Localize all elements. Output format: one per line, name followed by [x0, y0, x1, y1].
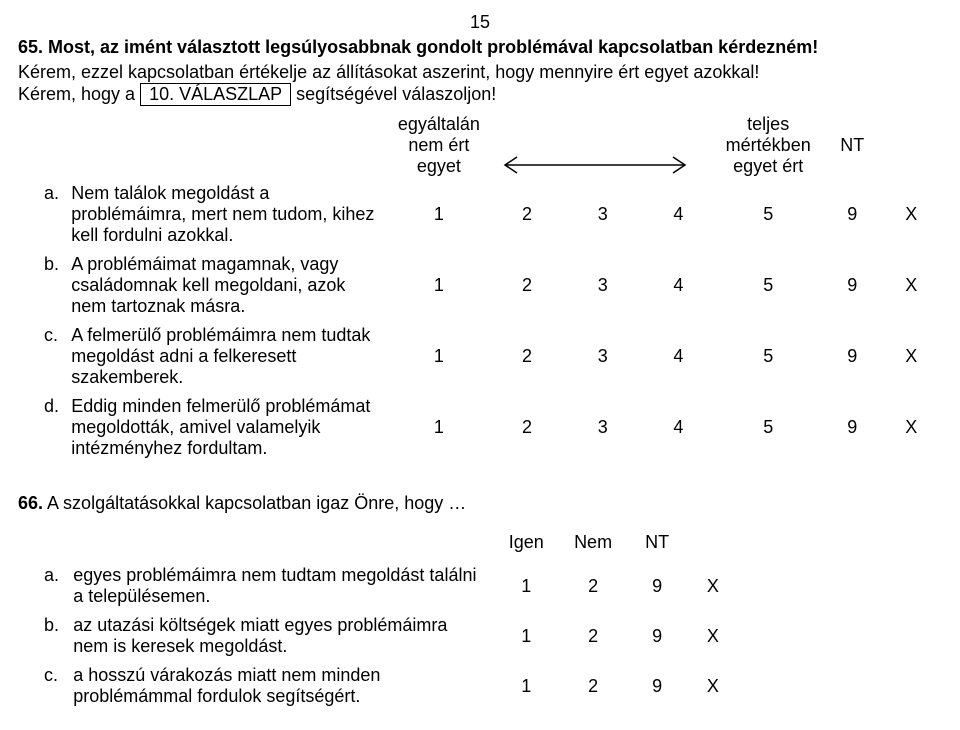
q66-row-letter: c. — [18, 661, 69, 711]
q66-cell: 9 — [627, 661, 688, 711]
q65-cell: 4 — [641, 179, 717, 250]
q66-cell: 9 — [627, 611, 688, 661]
q65-cell: 4 — [641, 321, 717, 392]
q65-line2: Kérem, ezzel kapcsolatban értékelje az á… — [18, 62, 942, 83]
q65-row-letter: c. — [18, 321, 67, 392]
q66-cell: 2 — [560, 611, 627, 661]
q65-cell: 5 — [716, 321, 820, 392]
q65-scale-right: teljes mértékben egyet ért — [716, 112, 820, 179]
q65-row-letter: b. — [18, 250, 67, 321]
q65-answercard-box: 10. VÁLASZLAP — [140, 83, 291, 106]
q66-cell: 2 — [560, 661, 627, 711]
q66-row-letter: b. — [18, 611, 69, 661]
q66-row-text: az utazási költségek miatt egyes problém… — [69, 611, 493, 661]
q65-cell: 1 — [389, 179, 490, 250]
q65-row-text: Nem találok megoldást a problémáimra, me… — [67, 179, 388, 250]
q65-cell: 5 — [716, 179, 820, 250]
q66-row-text: a hosszú várakozás miatt nem minden prob… — [69, 661, 493, 711]
q65-cell: 9 — [820, 321, 884, 392]
q65-cell: 1 — [389, 392, 490, 463]
q66-number: 66. — [18, 493, 43, 513]
q65-cell: 5 — [716, 392, 820, 463]
q65-row-text: A problémáimat magamnak, vagy családomna… — [67, 250, 388, 321]
q65-cell: 9 — [820, 179, 884, 250]
q66-cell: X — [688, 561, 738, 611]
q65-cell: 3 — [565, 179, 641, 250]
q65-table: egyáltalán nem ért egyet teljes mértékbe… — [18, 112, 938, 463]
q65-row-text: Eddig minden felmerülő problémámat megol… — [67, 392, 388, 463]
q65-row-letter: d. — [18, 392, 67, 463]
q66-cell: X — [688, 661, 738, 711]
q66-row-letter: a. — [18, 561, 69, 611]
q66-heading: 66. A szolgáltatásokkal kapcsolatban iga… — [18, 493, 942, 514]
q65-row: a.Nem találok megoldást a problémáimra, … — [18, 179, 938, 250]
page-number: 15 — [18, 12, 942, 33]
q65-cell: 3 — [565, 321, 641, 392]
q65-heading: 65. Most, az imént választott legsúlyosa… — [18, 37, 942, 58]
q66-cell: 1 — [493, 661, 560, 711]
q65-nt-header: NT — [820, 112, 884, 179]
q65-cell: 2 — [489, 321, 565, 392]
q66-row: c.a hosszú várakozás miatt nem minden pr… — [18, 661, 738, 711]
q66-h-igen: Igen — [493, 530, 560, 561]
q65-cell: 4 — [641, 392, 717, 463]
q66-title: A szolgáltatásokkal kapcsolatban igaz Ön… — [47, 493, 466, 513]
q65-cell: X — [884, 179, 938, 250]
q65-cell: 5 — [716, 250, 820, 321]
q66-row-text: egyes problémáimra nem tudtam megoldást … — [69, 561, 493, 611]
q65-cell: 3 — [565, 392, 641, 463]
q65-line3-pre: Kérem, hogy a — [18, 84, 140, 104]
q65-row: b.A problémáimat magamnak, vagy családom… — [18, 250, 938, 321]
q65-cell: 1 — [389, 250, 490, 321]
q65-cell: 4 — [641, 250, 717, 321]
q66-row: a.egyes problémáimra nem tudtam megoldás… — [18, 561, 738, 611]
q65-cell: X — [884, 321, 938, 392]
q65-row-letter: a. — [18, 179, 67, 250]
q65-cell: 2 — [489, 179, 565, 250]
q65-cell: 2 — [489, 250, 565, 321]
q65-row: c.A felmerülő problémáimra nem tudtak me… — [18, 321, 938, 392]
q66-h-nt: NT — [627, 530, 688, 561]
q65-row: d.Eddig minden felmerülő problémámat meg… — [18, 392, 938, 463]
q66-cell: X — [688, 611, 738, 661]
q66-cell: 2 — [560, 561, 627, 611]
q66-cell: 1 — [493, 561, 560, 611]
q66-table: Igen Nem NT a.egyes problémáimra nem tud… — [18, 530, 738, 711]
q65-cell: 3 — [565, 250, 641, 321]
q65-title: Most, az imént választott legsúlyosabbna… — [48, 37, 818, 57]
q65-cell: 9 — [820, 392, 884, 463]
q65-cell: X — [884, 250, 938, 321]
q66-h-nem: Nem — [560, 530, 627, 561]
q66-row: b.az utazási költségek miatt egyes probl… — [18, 611, 738, 661]
q66-cell: 1 — [493, 611, 560, 661]
q65-cell: 9 — [820, 250, 884, 321]
q65-cell: X — [884, 392, 938, 463]
q65-row-text: A felmerülő problémáimra nem tudtak mego… — [67, 321, 388, 392]
q65-line3: Kérem, hogy a 10. VÁLASZLAP segítségével… — [18, 83, 942, 106]
q65-line3-post: segítségével válaszoljon! — [296, 84, 496, 104]
q65-cell: 2 — [489, 392, 565, 463]
q65-arrow — [489, 112, 716, 179]
q66-cell: 9 — [627, 561, 688, 611]
q65-cell: 1 — [389, 321, 490, 392]
q65-scale-left: egyáltalán nem ért egyet — [389, 112, 490, 179]
q65-number: 65. — [18, 37, 43, 57]
